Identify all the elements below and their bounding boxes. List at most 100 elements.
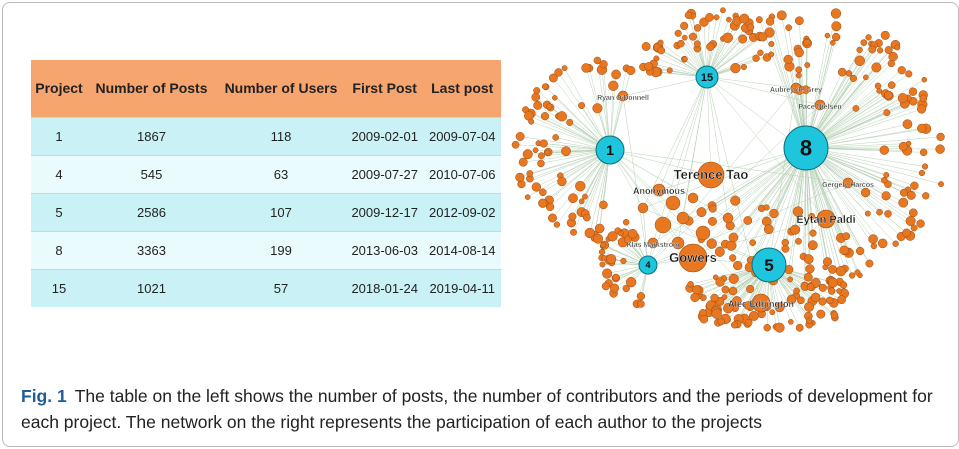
author-dot xyxy=(936,145,945,154)
author-dot xyxy=(568,194,577,203)
author-dot xyxy=(804,39,811,46)
author-label: Anonymous xyxy=(633,186,685,196)
author-dot xyxy=(730,196,740,206)
author-dot xyxy=(557,177,566,186)
author-dot xyxy=(689,33,696,40)
author-dot xyxy=(830,40,835,45)
author-dot xyxy=(637,300,644,307)
author-dot xyxy=(525,195,530,200)
author-dot xyxy=(902,229,910,237)
author-dot xyxy=(855,56,865,66)
author-dot xyxy=(875,83,881,89)
author-dot xyxy=(794,288,800,294)
author-dot xyxy=(906,216,915,225)
author-dot xyxy=(638,203,648,213)
author-dot xyxy=(608,231,618,241)
author-dot xyxy=(610,284,619,293)
author-dot xyxy=(823,257,832,266)
author-dot xyxy=(749,311,758,320)
author-dot xyxy=(905,71,912,78)
author-dot xyxy=(832,21,841,30)
author-dot xyxy=(608,81,618,91)
author-dot xyxy=(723,33,733,43)
author-dot xyxy=(782,245,789,252)
author-dot xyxy=(680,22,688,30)
author-dot xyxy=(766,17,774,25)
author-dot xyxy=(922,192,929,199)
author-dot xyxy=(850,75,857,82)
author-dot xyxy=(532,183,541,192)
author-dot xyxy=(770,310,775,315)
author-dot xyxy=(882,192,891,201)
author-label: Terence Tao xyxy=(674,167,749,182)
author-dot xyxy=(716,278,725,287)
author-dot xyxy=(729,287,737,295)
author-dot xyxy=(607,254,617,264)
author-dot xyxy=(795,238,801,244)
author-dot xyxy=(769,41,774,46)
author-dot xyxy=(747,24,754,31)
author-dot xyxy=(746,285,754,293)
author-dot xyxy=(750,240,756,246)
caption-text: The table on the left shows the number o… xyxy=(21,386,933,432)
author-dot xyxy=(837,288,842,293)
author-dot xyxy=(855,270,861,276)
author-dot xyxy=(920,149,927,156)
author-dot xyxy=(538,199,547,208)
author-dot xyxy=(705,13,713,21)
author-dot xyxy=(878,239,887,248)
author-dot xyxy=(611,70,620,79)
author-dot xyxy=(764,225,773,234)
author-dot xyxy=(804,255,813,264)
author-dot xyxy=(707,239,717,249)
author-dot xyxy=(893,241,899,247)
author-dot xyxy=(658,47,665,54)
author-dot xyxy=(612,274,619,281)
author-dot xyxy=(682,35,687,40)
author-dot xyxy=(758,50,764,56)
author-dot xyxy=(805,62,810,67)
author-dot xyxy=(837,296,845,304)
author-dot xyxy=(764,324,771,331)
author-dot xyxy=(682,56,687,61)
author-dot xyxy=(753,55,760,62)
author-dot xyxy=(826,297,833,304)
author-dot xyxy=(658,40,664,46)
author-dot xyxy=(898,93,908,103)
author-dot xyxy=(938,181,943,186)
author-dot xyxy=(840,282,847,289)
author-dot xyxy=(733,261,742,270)
author-dot xyxy=(806,265,815,274)
author-dot xyxy=(528,119,534,125)
author-dot xyxy=(645,62,653,70)
author-dot xyxy=(758,33,767,42)
author-dot xyxy=(895,45,900,50)
author-dot xyxy=(548,214,556,222)
author-dot xyxy=(744,216,752,224)
author-label: Ryan O'Donnell xyxy=(597,95,649,102)
author-dot xyxy=(917,124,926,133)
author-dot xyxy=(825,33,830,38)
author-dot xyxy=(881,177,887,183)
author-dot xyxy=(756,16,762,22)
author-dot xyxy=(866,260,873,267)
author-dot xyxy=(876,209,882,215)
author-dot xyxy=(700,315,708,323)
author-dot xyxy=(922,77,927,82)
author-dot xyxy=(817,310,825,318)
author-dot xyxy=(618,231,623,236)
author-dot xyxy=(909,209,917,217)
author-dot xyxy=(764,205,770,211)
author-dot xyxy=(677,212,689,224)
project-label: 15 xyxy=(701,72,713,84)
author-dot xyxy=(691,293,700,302)
author-dot xyxy=(920,95,927,102)
author-dot xyxy=(770,209,779,218)
author-dot xyxy=(602,269,612,279)
author-dot xyxy=(881,31,889,39)
author-dot xyxy=(554,222,560,228)
author-dot xyxy=(877,47,883,53)
